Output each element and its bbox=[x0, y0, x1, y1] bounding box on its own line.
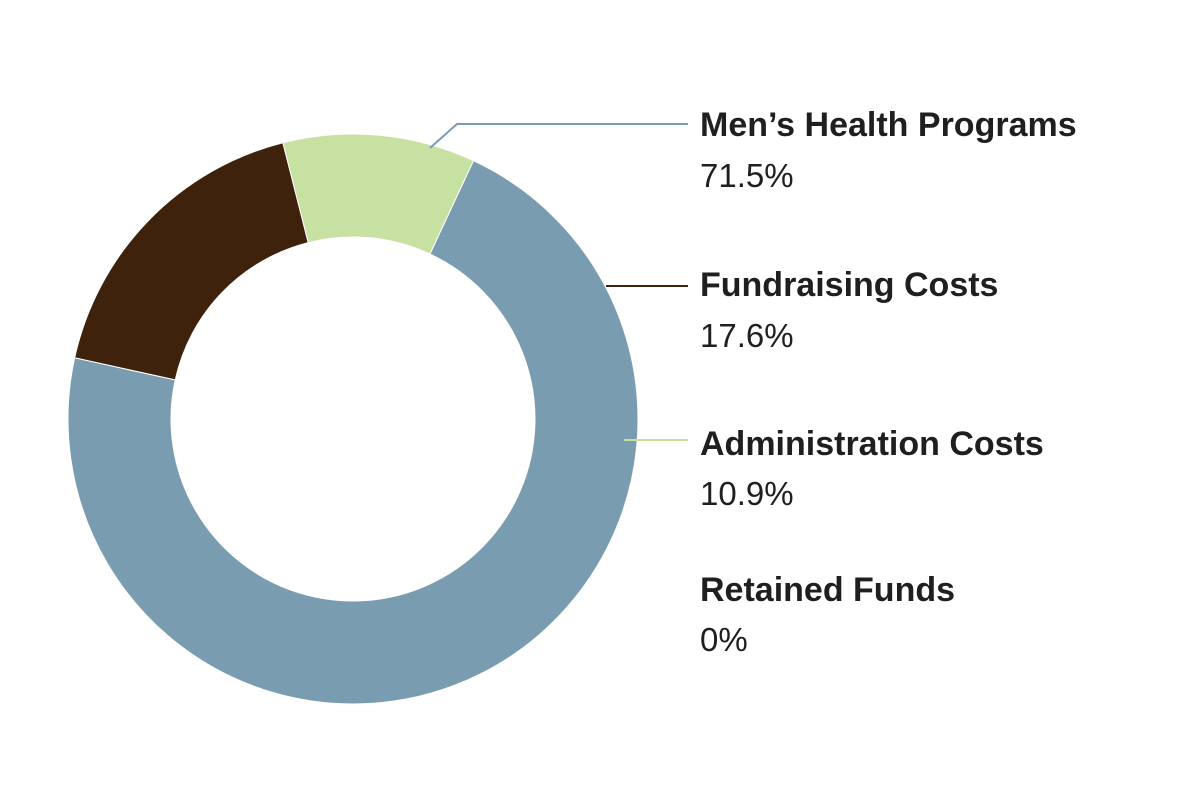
legend-label-mens-health-programs: Men’s Health Programs bbox=[700, 106, 1077, 144]
legend-label-administration-costs: Administration Costs bbox=[700, 425, 1044, 463]
legend-label-retained-funds: Retained Funds bbox=[700, 571, 955, 609]
legend-value-administration-costs: 10.9% bbox=[700, 475, 794, 512]
slice-mens-health-programs bbox=[67, 160, 639, 705]
slices-group bbox=[67, 133, 639, 705]
legend: Men’s Health Programs 71.5% Fundraising … bbox=[700, 106, 1077, 658]
legend-value-retained-funds: 0% bbox=[700, 621, 748, 658]
leader-lines-group bbox=[429, 123, 688, 441]
leader-line-mens-health-programs bbox=[429, 123, 688, 149]
legend-value-mens-health-programs: 71.5% bbox=[700, 157, 794, 194]
legend-label-fundraising-costs: Fundraising Costs bbox=[700, 266, 998, 304]
slice-administration-costs bbox=[282, 133, 475, 255]
legend-value-fundraising-costs: 17.6% bbox=[700, 317, 794, 354]
slice-fundraising-costs bbox=[74, 142, 309, 381]
